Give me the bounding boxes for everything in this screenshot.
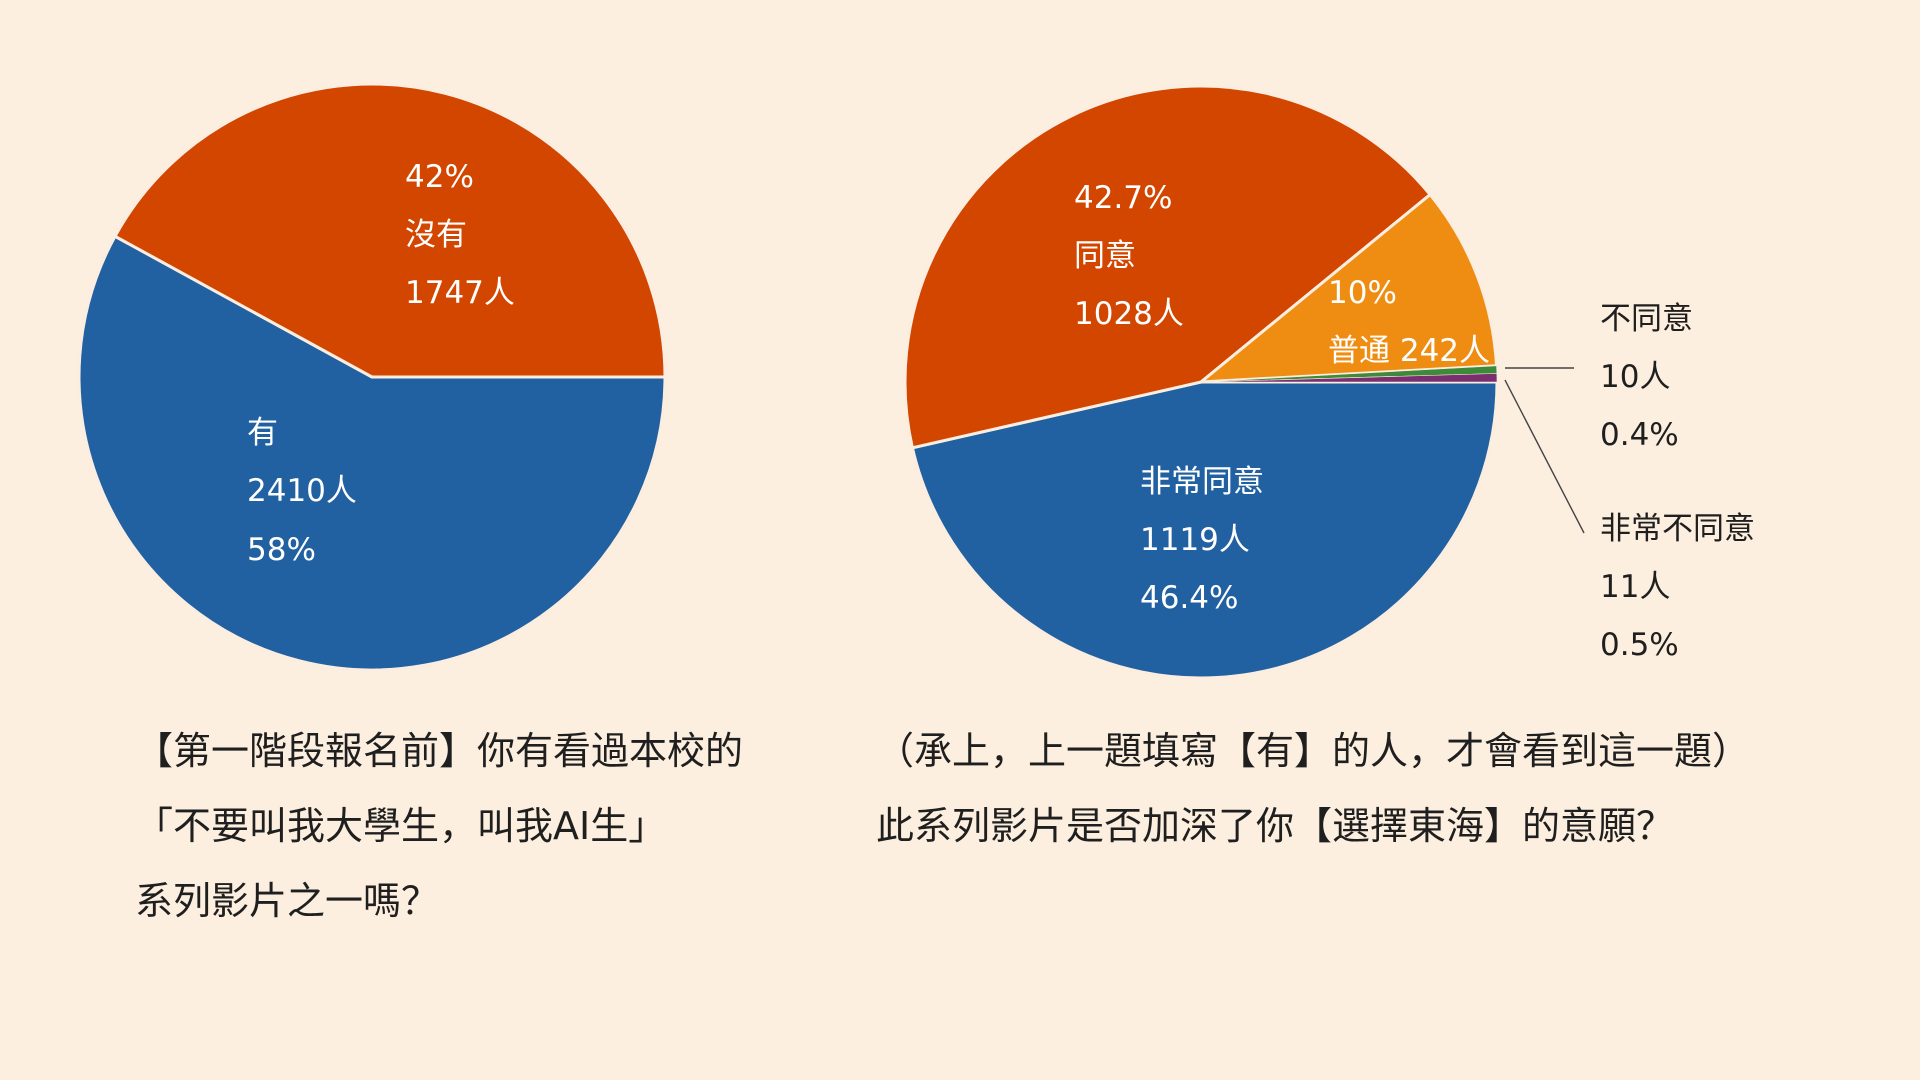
caption-question-1: 【第一階段報名前】你有看過本校的 「不要叫我大學生，叫我AI生」 系列影片之一嗎… (135, 714, 743, 939)
pie1-slice-yes (77, 234, 667, 672)
pie2-leader-line-strongly-disagree (1504, 379, 1585, 534)
pie1-label-no-count: 1747人 (405, 275, 515, 311)
caption-question-2: （承上，上一題填寫【有】的人，才會看到這一題） 此系列影片是否加深了你【選擇東海… (876, 714, 1750, 864)
pie1-label-no-percent: 42% (405, 159, 474, 195)
caption-1-line-3: 系列影片之一嗎？ (135, 879, 440, 923)
pie2-label-strongly-agree-name: 非常同意 (1140, 464, 1264, 500)
pie2-label-disagree-percent: 0.4% (1600, 417, 1679, 453)
caption-1-line-1: 【第一階段報名前】你有看過本校的 (135, 729, 744, 773)
pie1-label-yes-count: 2410人 (247, 473, 357, 509)
caption-2-line-1: （承上，上一題填寫【有】的人，才會看到這一題） (876, 729, 1751, 773)
pie-chart-willingness (903, 84, 1499, 680)
pie2-slice-strongly-agree (910, 380, 1499, 680)
pie1-label-yes-percent: 58% (247, 532, 316, 568)
pie2-label-strongly-disagree-percent: 0.5% (1600, 627, 1679, 663)
pie2-label-agree-name: 同意 (1074, 238, 1136, 274)
pie-chart-video-viewed (77, 82, 667, 672)
caption-1-line-2: 「不要叫我大學生，叫我AI生」 (135, 804, 667, 848)
pie2-label-strongly-agree-percent: 46.4% (1140, 580, 1238, 616)
pie2-label-neutral-name-count: 普通 242人 (1328, 333, 1490, 369)
pie2-label-agree-percent: 42.7% (1074, 180, 1172, 216)
pie1-slice-no (112, 82, 667, 379)
pie2-label-strongly-agree-count: 1119人 (1140, 522, 1250, 558)
pie2-label-disagree-name: 不同意 (1600, 301, 1693, 337)
pie1-label-yes-name: 有 (247, 415, 278, 451)
pie2-label-strongly-disagree-count: 11人 (1600, 569, 1670, 605)
pie2-label-strongly-disagree-name: 非常不同意 (1600, 511, 1755, 547)
pie2-slice-neutral (1196, 192, 1499, 384)
pie2-label-agree-count: 1028人 (1074, 296, 1184, 332)
pie2-slice-strongly-disagree (1200, 373, 1498, 383)
pie1-label-no-name: 沒有 (405, 217, 467, 253)
pie2-label-disagree-count: 10人 (1600, 359, 1670, 395)
pie2-slice-agree (903, 84, 1433, 450)
caption-2-line-2: 此系列影片是否加深了你【選擇東海】的意願？ (876, 804, 1675, 848)
pie2-label-neutral-percent: 10% (1328, 275, 1397, 311)
